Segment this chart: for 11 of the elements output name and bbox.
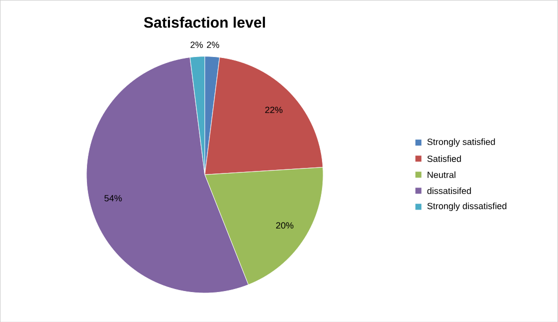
legend-label: Strongly dissatisfied — [427, 202, 506, 211]
chart-title: Satisfaction level — [144, 16, 265, 28]
legend-label: dissatisifed — [427, 187, 471, 194]
legend-label: Neutral — [428, 171, 456, 178]
legend-label: Strongly satisfied — [427, 138, 495, 147]
data-label: 20% — [276, 222, 294, 228]
legend-label: Satisfied — [427, 155, 461, 162]
data-label: 2% — [206, 41, 220, 48]
data-label: 2% — [190, 41, 203, 48]
data-label: 22% — [265, 106, 282, 113]
data-label: 54% — [104, 194, 122, 202]
